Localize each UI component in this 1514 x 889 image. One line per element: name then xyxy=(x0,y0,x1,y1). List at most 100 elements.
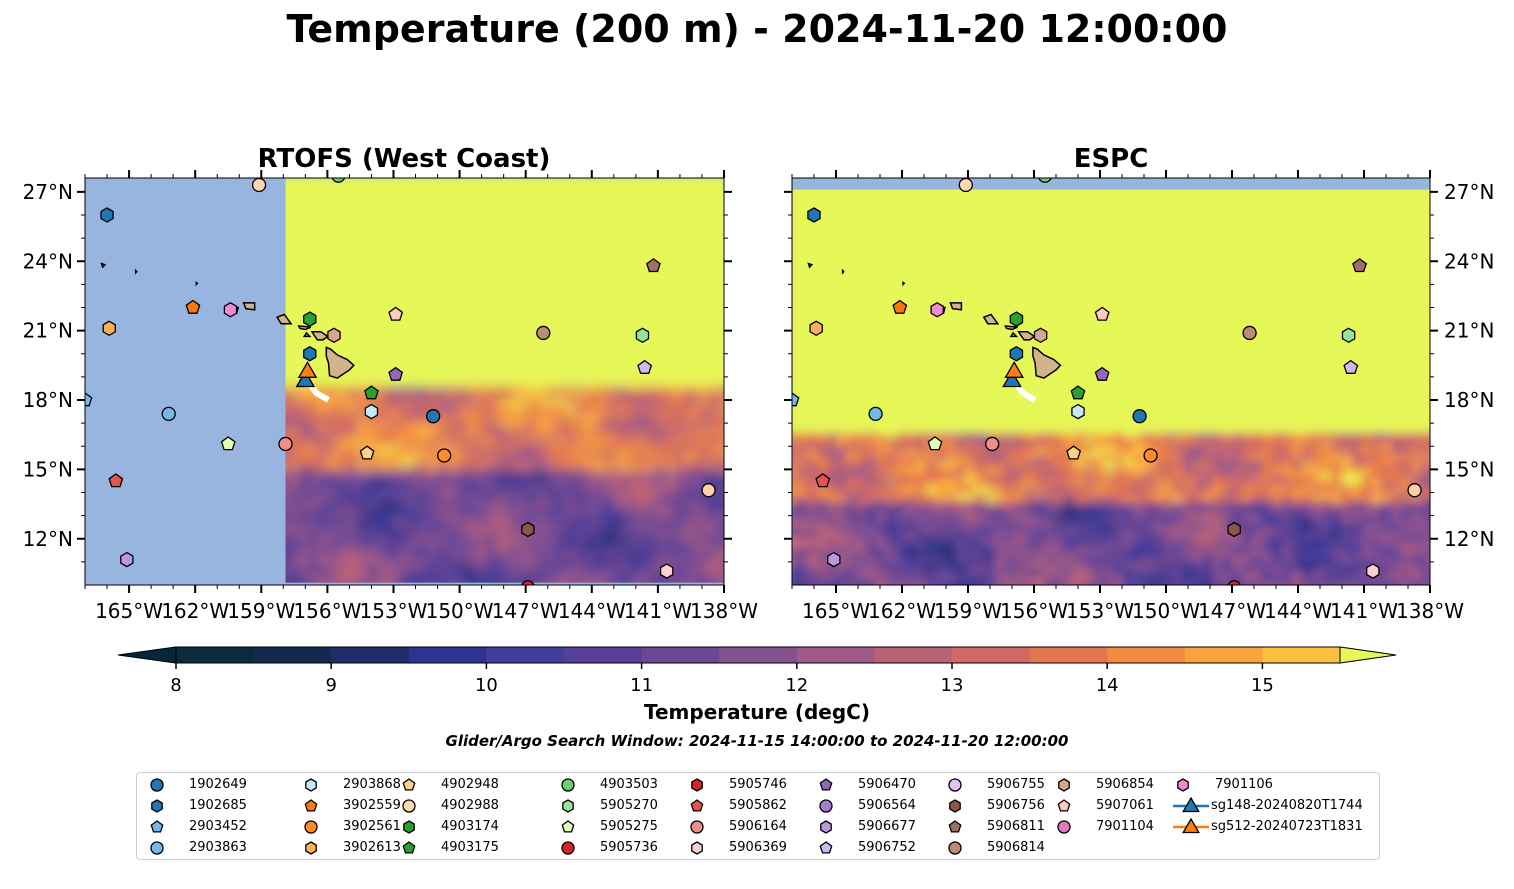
hexagon-marker xyxy=(102,320,116,337)
triangle-marker xyxy=(1002,370,1022,388)
circle-marker xyxy=(958,178,973,193)
hexagon-marker xyxy=(100,207,114,223)
hexagon-marker xyxy=(1341,327,1356,344)
island-shape xyxy=(982,313,1000,325)
legend-label: 1902685 xyxy=(189,798,247,813)
hexagon-marker-legend xyxy=(151,799,163,813)
hexagon-marker xyxy=(1227,521,1241,538)
y-tick-label: 24°N xyxy=(23,249,73,273)
x-tick-label: 138°W xyxy=(690,599,758,623)
pentagon-marker-legend xyxy=(304,799,318,812)
hexagon-marker xyxy=(1263,23,1275,37)
circle-marker xyxy=(536,325,551,341)
pentagon-marker-legend xyxy=(1057,799,1071,812)
pentagon-marker xyxy=(1066,445,1082,460)
island-shape xyxy=(276,313,293,325)
island-shape xyxy=(100,262,107,269)
triangle-marker xyxy=(1004,361,1025,378)
island-shape xyxy=(841,268,845,275)
colorbar-tick-label: 13 xyxy=(941,675,964,696)
legend-label: 2903863 xyxy=(189,840,247,855)
legend-label: 5906369 xyxy=(729,840,787,855)
island-shape xyxy=(807,262,814,269)
y-tick-label: 18°N xyxy=(23,388,73,412)
circle-marker xyxy=(331,178,346,183)
legend-label: 5906755 xyxy=(987,777,1045,792)
x-tick-label: 153°W xyxy=(1066,599,1134,623)
island-shape xyxy=(302,331,312,338)
pentagon-marker-legend xyxy=(402,841,416,854)
colorbar-segment xyxy=(408,647,487,663)
legend-label: 4903503 xyxy=(600,777,658,792)
y-tick-label: 21°N xyxy=(23,319,73,343)
colorbar-segment xyxy=(719,647,798,663)
circle-marker-legend xyxy=(304,820,318,834)
legend-label: sg148-20240820T1744 xyxy=(1211,798,1363,813)
circle-marker xyxy=(1143,448,1158,463)
colorbar-segment xyxy=(796,647,875,663)
legend-label: 3902559 xyxy=(343,798,401,813)
colorbar-label: Temperature (degC) xyxy=(644,700,870,724)
x-tick-label: 144°W xyxy=(558,599,626,623)
figure-title: Temperature (200 m) - 2024-11-20 12:00:0… xyxy=(286,7,1227,51)
hexagon-marker-legend xyxy=(691,841,703,855)
hexagon-marker xyxy=(120,551,134,568)
y-tick-label: 18°N xyxy=(1444,388,1494,412)
rtofs-map-frame xyxy=(84,177,725,586)
legend-label: 5906752 xyxy=(858,840,916,855)
colorbar-tick-label: 15 xyxy=(1251,675,1274,696)
hexagon-marker-legend xyxy=(949,799,961,813)
legend-label: 5906854 xyxy=(1096,777,1154,792)
legend-label: 4902988 xyxy=(441,798,499,813)
circle-marker-legend xyxy=(561,841,575,855)
circle-marker xyxy=(437,448,452,463)
island-shape xyxy=(195,281,199,287)
y-tick-label: 12°N xyxy=(23,527,73,551)
hexagon-marker xyxy=(1366,563,1380,579)
pentagon-marker xyxy=(892,299,908,314)
circle-marker-legend xyxy=(948,778,962,792)
espc-map-frame xyxy=(791,177,1431,586)
pentagon-marker-legend xyxy=(690,799,704,812)
hexagon-marker-legend xyxy=(820,820,832,834)
legend-label: 3902561 xyxy=(343,819,401,834)
legend-label: sg512-20240723T1831 xyxy=(1211,819,1363,834)
colorbar: 8 9 10 11 12 13 14 15 xyxy=(117,646,1397,696)
circle-marker-legend xyxy=(561,778,575,792)
legend-label: 5906814 xyxy=(987,840,1045,855)
hexagon-marker xyxy=(1009,346,1024,362)
x-tick-label: 150°W xyxy=(426,599,494,623)
circle-marker xyxy=(251,178,267,193)
legend-label: 2903868 xyxy=(343,777,401,792)
hexagon-marker xyxy=(827,551,841,568)
x-tick-label: 156°W xyxy=(293,599,361,623)
colorbar-extend-high xyxy=(1339,646,1397,664)
circle-marker xyxy=(1242,325,1257,341)
triangle-marker xyxy=(295,370,316,388)
legend-label: 5905275 xyxy=(600,819,658,834)
circle-marker xyxy=(161,406,176,422)
island-shape xyxy=(134,268,138,275)
circle-marker xyxy=(1446,0,1459,13)
hexagon-marker xyxy=(364,403,379,420)
island-shape xyxy=(297,325,312,331)
circle-marker xyxy=(1407,483,1422,498)
hexagon-marker xyxy=(521,521,535,538)
hexagon-marker xyxy=(223,302,238,318)
circle-marker xyxy=(278,436,293,452)
hexagon-marker xyxy=(327,327,341,344)
pentagon-marker-legend xyxy=(819,778,833,791)
legend-label: 5905862 xyxy=(729,798,787,813)
hexagon-marker-legend xyxy=(305,841,317,855)
x-tick-label: 144°W xyxy=(1264,599,1332,623)
colorbar-tick-label: 14 xyxy=(1096,675,1119,696)
colorbar-segment xyxy=(641,647,720,663)
x-tick-label: 165°W xyxy=(802,599,870,623)
hexagon-marker-legend xyxy=(403,820,415,834)
legend-label: 3902613 xyxy=(343,840,401,855)
island-shape xyxy=(1004,325,1018,331)
pentagon-marker xyxy=(646,258,661,273)
hexagon-marker-legend xyxy=(305,778,317,792)
colorbar-segment xyxy=(486,647,565,663)
hexagon-marker xyxy=(1071,403,1085,420)
